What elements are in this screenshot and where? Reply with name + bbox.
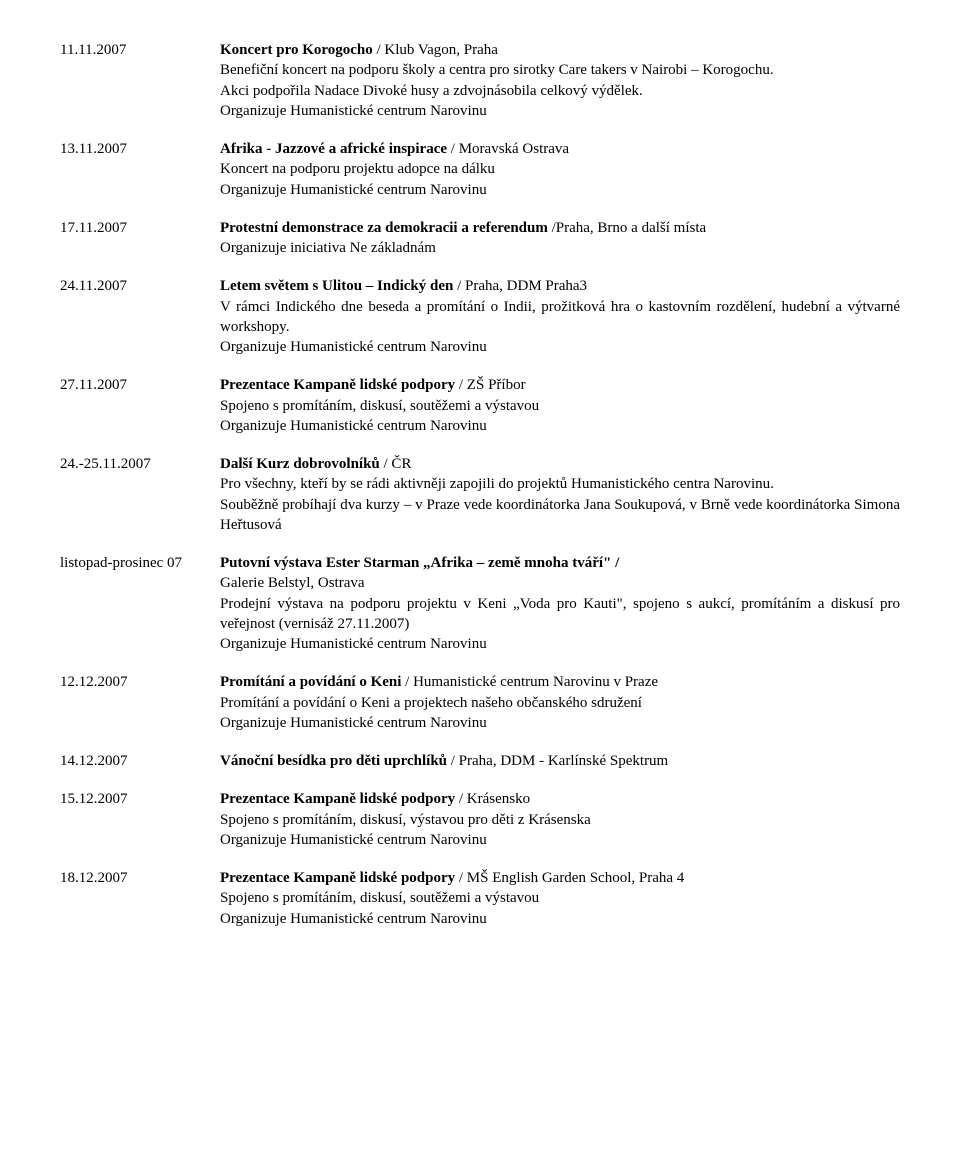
event-title-suffix: / Moravská Ostrava [447, 141, 569, 157]
event-title-bold: Promítání a povídání o Keni [220, 674, 401, 690]
event-date: 14.12.2007 [60, 751, 220, 771]
event-title-line: Prezentace Kampaně lidské podpory / Krás… [220, 789, 900, 809]
event-title-line: Promítání a povídání o Keni / Humanistic… [220, 672, 900, 692]
event-desc-line: Spojeno s promítáním, diskusí, výstavou … [220, 810, 900, 830]
event-entry: 17.11.2007Protestní demonstrace za demok… [60, 218, 900, 259]
event-desc-line: Spojeno s promítáním, diskusí, soutěžemi… [220, 888, 900, 908]
event-desc-line: Organizuje Humanistické centrum Narovinu [220, 101, 900, 121]
event-desc-line: Organizuje Humanistické centrum Narovinu [220, 180, 900, 200]
event-date: 18.12.2007 [60, 868, 220, 888]
event-title-bold: Další Kurz dobrovolníků [220, 456, 380, 472]
event-title-line: Prezentace Kampaně lidské podpory / ZŠ P… [220, 375, 900, 395]
event-desc-line: Prodejní výstava na podporu projektu v K… [220, 594, 900, 635]
event-title-bold: Koncert pro Korogocho [220, 42, 373, 58]
event-body: Prezentace Kampaně lidské podpory / Krás… [220, 789, 900, 850]
event-desc-line: Galerie Belstyl, Ostrava [220, 573, 900, 593]
event-title-bold: Letem světem s Ulitou – Indický den [220, 278, 453, 294]
event-title-suffix: / Praha, DDM Praha3 [453, 278, 587, 294]
event-desc-line: Organizuje Humanistické centrum Narovinu [220, 909, 900, 929]
event-body: Putovní výstava Ester Starman „Afrika – … [220, 553, 900, 654]
event-title-bold: Prezentace Kampaně lidské podpory [220, 791, 455, 807]
event-title-suffix: / Klub Vagon, Praha [373, 42, 498, 58]
event-title-bold: Vánoční besídka pro děti uprchlíků [220, 753, 447, 769]
event-desc-line: Organizuje Humanistické centrum Narovinu [220, 830, 900, 850]
event-date: 11.11.2007 [60, 40, 220, 60]
event-date: 13.11.2007 [60, 139, 220, 159]
event-desc-line: Organizuje Humanistické centrum Narovinu [220, 634, 900, 654]
event-title-line: Letem světem s Ulitou – Indický den / Pr… [220, 276, 900, 296]
event-date: 24.-25.11.2007 [60, 454, 220, 474]
event-title-line: Koncert pro Korogocho / Klub Vagon, Prah… [220, 40, 900, 60]
event-desc-line: Pro všechny, kteří by se rádi aktivněji … [220, 474, 900, 494]
event-title-suffix: / ZŠ Příbor [455, 377, 525, 393]
event-date: 27.11.2007 [60, 375, 220, 395]
event-desc-line: Koncert na podporu projektu adopce na dá… [220, 159, 900, 179]
event-body: Promítání a povídání o Keni / Humanistic… [220, 672, 900, 733]
event-desc-line: Organizuje iniciativa Ne základnám [220, 238, 900, 258]
event-title-line: Vánoční besídka pro děti uprchlíků / Pra… [220, 751, 900, 771]
event-title-suffix: / Humanistické centrum Narovinu v Praze [401, 674, 658, 690]
event-body: Prezentace Kampaně lidské podpory / ZŠ P… [220, 375, 900, 436]
event-title-suffix: / MŠ English Garden School, Praha 4 [455, 870, 684, 886]
event-entry: 13.11.2007Afrika - Jazzové a africké ins… [60, 139, 900, 200]
event-date: 12.12.2007 [60, 672, 220, 692]
event-date: 15.12.2007 [60, 789, 220, 809]
event-title-bold: Afrika - Jazzové a africké inspirace [220, 141, 447, 157]
event-date: 17.11.2007 [60, 218, 220, 238]
event-entry: 18.12.2007Prezentace Kampaně lidské podp… [60, 868, 900, 929]
event-title-line: Afrika - Jazzové a africké inspirace / M… [220, 139, 900, 159]
event-date: listopad-prosinec 07 [60, 553, 220, 573]
event-title-bold: Prezentace Kampaně lidské podpory [220, 377, 455, 393]
event-title-line: Další Kurz dobrovolníků / ČR [220, 454, 900, 474]
event-title-suffix: / Praha, DDM - Karlínské Spektrum [447, 753, 668, 769]
event-body: Vánoční besídka pro děti uprchlíků / Pra… [220, 751, 900, 771]
event-title-suffix: / Krásensko [455, 791, 530, 807]
event-desc-line: Akci podpořila Nadace Divoké husy a zdvo… [220, 81, 900, 101]
event-body: Afrika - Jazzové a africké inspirace / M… [220, 139, 900, 200]
event-body: Další Kurz dobrovolníků / ČRPro všechny,… [220, 454, 900, 535]
event-title-suffix: / ČR [380, 456, 412, 472]
event-entry: listopad-prosinec 07Putovní výstava Este… [60, 553, 900, 654]
event-entry: 12.12.2007Promítání a povídání o Keni / … [60, 672, 900, 733]
event-entry: 24.-25.11.2007Další Kurz dobrovolníků / … [60, 454, 900, 535]
event-desc-line: Souběžně probíhají dva kurzy – v Praze v… [220, 495, 900, 536]
event-entry: 11.11.2007Koncert pro Korogocho / Klub V… [60, 40, 900, 121]
event-desc-line: V rámci Indického dne beseda a promítání… [220, 297, 900, 338]
event-title-suffix: /Praha, Brno a další místa [552, 220, 707, 236]
event-entry: 15.12.2007Prezentace Kampaně lidské podp… [60, 789, 900, 850]
event-desc-line: Organizuje Humanistické centrum Narovinu [220, 713, 900, 733]
event-entry: 14.12.2007Vánoční besídka pro děti uprch… [60, 751, 900, 771]
event-desc-line: Promítání a povídání o Keni a projektech… [220, 693, 900, 713]
event-entry: 27.11.2007Prezentace Kampaně lidské podp… [60, 375, 900, 436]
event-body: Koncert pro Korogocho / Klub Vagon, Prah… [220, 40, 900, 121]
event-date: 24.11.2007 [60, 276, 220, 296]
event-desc-line: Spojeno s promítáním, diskusí, soutěžemi… [220, 396, 900, 416]
event-body: Protestní demonstrace za demokracii a re… [220, 218, 900, 259]
event-list: 11.11.2007Koncert pro Korogocho / Klub V… [60, 40, 900, 929]
event-title-bold: Putovní výstava Ester Starman „Afrika – … [220, 555, 619, 571]
event-title-line: Putovní výstava Ester Starman „Afrika – … [220, 553, 900, 573]
event-body: Letem světem s Ulitou – Indický den / Pr… [220, 276, 900, 357]
event-desc-line: Benefiční koncert na podporu školy a cen… [220, 60, 900, 80]
event-title-bold: Protestní demonstrace za demokracii a re… [220, 220, 552, 236]
event-title-bold: Prezentace Kampaně lidské podpory [220, 870, 455, 886]
event-title-line: Protestní demonstrace za demokracii a re… [220, 218, 900, 238]
event-title-line: Prezentace Kampaně lidské podpory / MŠ E… [220, 868, 900, 888]
event-desc-line: Organizuje Humanistické centrum Narovinu [220, 337, 900, 357]
event-entry: 24.11.2007Letem světem s Ulitou – Indick… [60, 276, 900, 357]
event-desc-line: Organizuje Humanistické centrum Narovinu [220, 416, 900, 436]
event-body: Prezentace Kampaně lidské podpory / MŠ E… [220, 868, 900, 929]
